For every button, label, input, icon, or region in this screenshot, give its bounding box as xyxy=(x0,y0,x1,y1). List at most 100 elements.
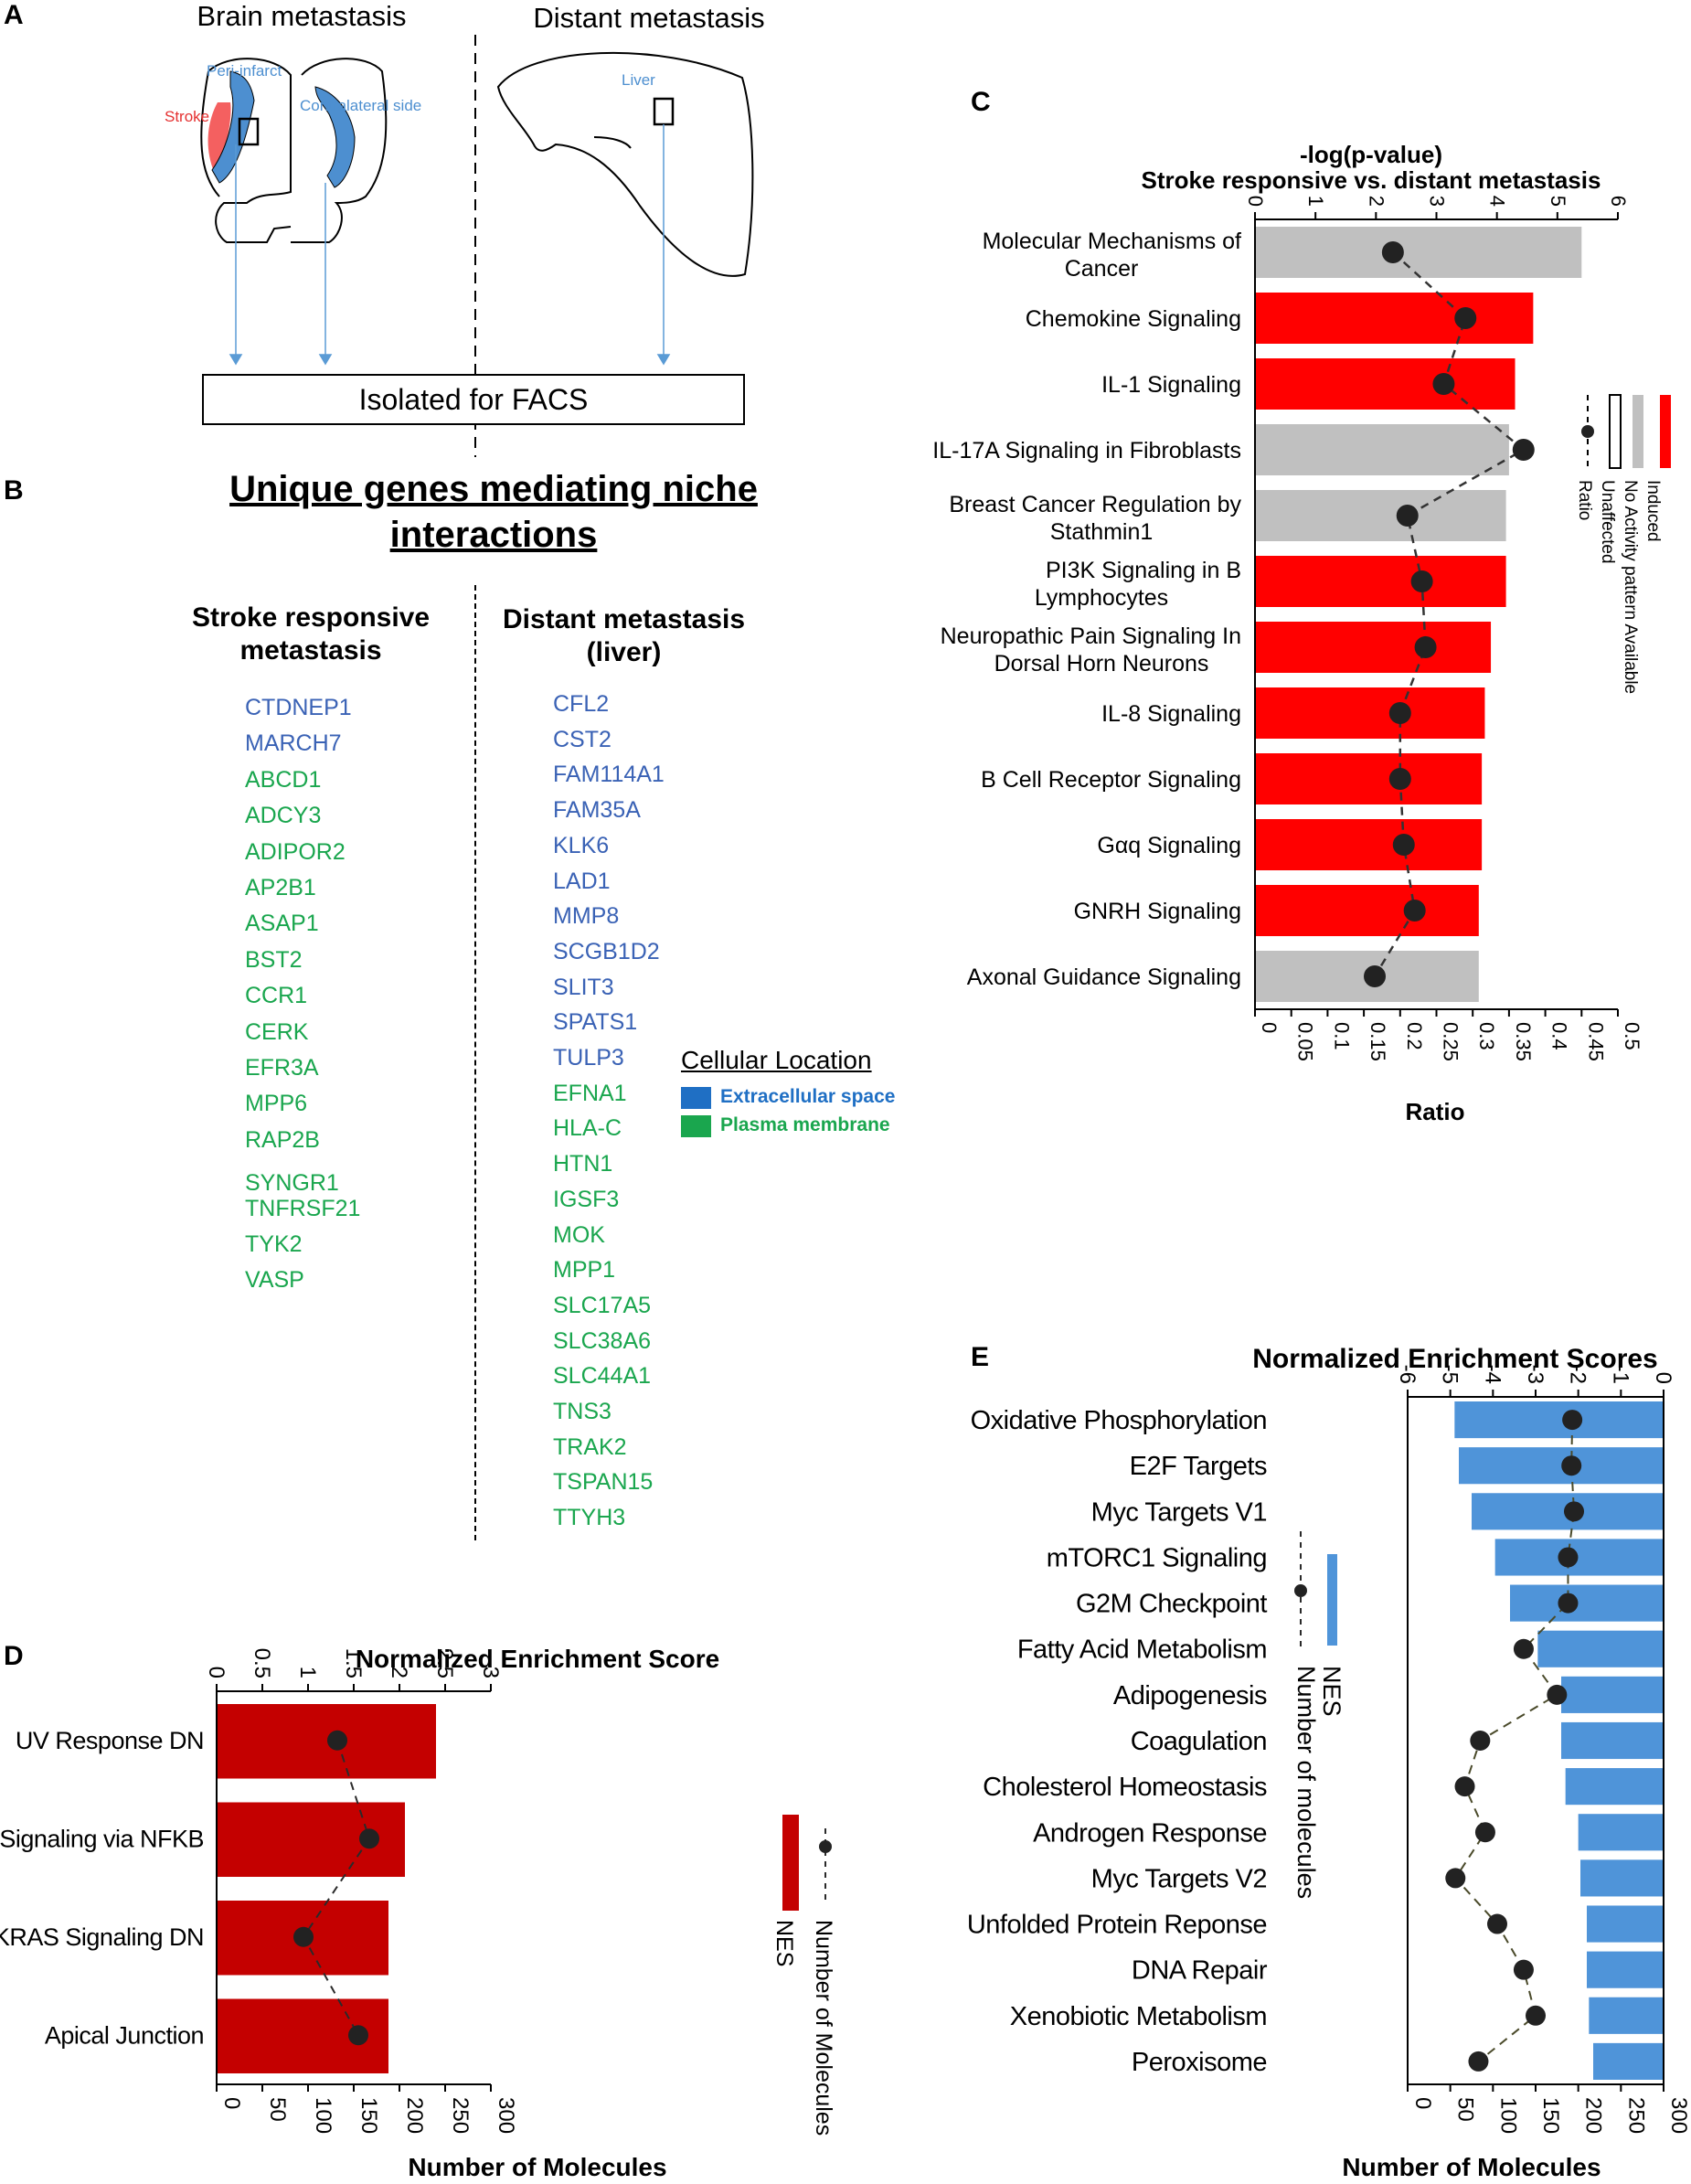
panel-c-chart: -log(p-value) Stroke responsive vs. dist… xyxy=(932,141,1671,1125)
molecules-point-3 xyxy=(1558,1547,1579,1568)
bar-6 xyxy=(1255,622,1492,673)
molecules-point-9 xyxy=(1474,1822,1495,1843)
category-label: Molecular Mechanisms of xyxy=(983,229,1241,254)
top-tick-label: -6 xyxy=(1395,1365,1420,1384)
top-tick-label: 3 xyxy=(1426,196,1449,207)
gene-mmp8: MMP8 xyxy=(553,903,620,929)
stroke-region xyxy=(207,102,231,174)
legend-molecules-label: Number of molecules xyxy=(1292,1666,1320,1899)
nes-bar-11 xyxy=(1587,1905,1664,1943)
bottom-tick-label: 0.2 xyxy=(1403,1022,1426,1050)
top-tick-label: 5 xyxy=(1547,196,1569,207)
gene-slc44a1: SLC44A1 xyxy=(553,1363,652,1389)
molecules-point-8 xyxy=(1454,1776,1475,1797)
category-label: Chemokine Signaling xyxy=(1026,306,1241,332)
bottom-tick-label: 50 xyxy=(265,2097,290,2122)
chart-c-legend: Induced No Activity pattern Available Un… xyxy=(1575,394,1671,694)
category-label: Androgen Response xyxy=(1033,1818,1267,1848)
legend-nes-swatch xyxy=(782,1815,799,1911)
legend-nes-label: NES xyxy=(1318,1666,1345,1717)
category-label: Xenobiotic Metabolism xyxy=(1010,2002,1267,2031)
ratio-point-9 xyxy=(1392,834,1415,856)
legend-induced-label: Induced xyxy=(1643,480,1663,542)
gene-cst2: CST2 xyxy=(553,727,612,752)
top-tick-label: 0 xyxy=(204,1667,229,1678)
nes-bar-0 xyxy=(1454,1401,1664,1439)
legend-noactivity-label: No Activity pattern Available xyxy=(1621,480,1640,694)
gene-adcy3: ADCY3 xyxy=(245,803,322,828)
nes-bar-3 xyxy=(1494,1539,1664,1576)
top-tick-label: 0.5 xyxy=(250,1648,274,1678)
bar-7 xyxy=(1255,687,1485,739)
legend-induced-swatch xyxy=(1660,395,1671,468)
gene-slc17a5: SLC17A5 xyxy=(553,1293,652,1318)
gene-lad1: LAD1 xyxy=(553,868,611,894)
molecules-point-6 xyxy=(1547,1684,1568,1705)
ratio-point-11 xyxy=(1364,965,1387,987)
molecules-line xyxy=(302,1740,371,2036)
bottom-tick-label: 250 xyxy=(448,2097,473,2134)
legend-unaffected-swatch xyxy=(1609,394,1622,469)
gene-march7: MARCH7 xyxy=(245,730,342,756)
liver-label: Liver xyxy=(622,71,655,89)
category-label: TNFA Signaling via NFKB xyxy=(0,1825,204,1852)
molecules-point-0 xyxy=(327,1730,347,1751)
nes-bar-7 xyxy=(1561,1721,1664,1760)
facs-label: Isolated for FACS xyxy=(359,383,589,416)
bar-8 xyxy=(1255,753,1483,804)
ratio-point-3 xyxy=(1512,439,1535,461)
top-tick-label: 3 xyxy=(478,1667,503,1678)
gene-slit3: SLIT3 xyxy=(553,975,614,1000)
bar-2 xyxy=(1255,358,1516,410)
category-label: Myc Targets V1 xyxy=(1091,1497,1267,1527)
gene-efr3a: EFR3A xyxy=(245,1055,319,1081)
gene-efna1: EFNA1 xyxy=(553,1081,627,1106)
legend-unaffected-label: Unaffected xyxy=(1598,480,1617,564)
extracellular-label: Extracellular space xyxy=(720,1086,896,1107)
bottom-tick-label: 200 xyxy=(1581,2097,1606,2134)
category-label: Fatty Acid Metabolism xyxy=(1017,1635,1267,1665)
ratio-point-7 xyxy=(1388,702,1411,724)
chart-d-legend: Number of Molecules NES xyxy=(771,1815,836,2136)
gene-asap1: ASAP1 xyxy=(245,911,319,936)
top-tick-label: 2 xyxy=(387,1667,411,1678)
gene-bst2: BST2 xyxy=(245,947,303,973)
chart-e-xlabel: Number of Molecules xyxy=(1342,2153,1601,2181)
nes-bar-1 xyxy=(1459,1447,1664,1485)
legend-molecules-dot xyxy=(819,1840,832,1853)
gene-vasp: VASP xyxy=(245,1267,304,1293)
nes-bar-6 xyxy=(1561,1676,1664,1713)
plasma-membrane-swatch xyxy=(681,1115,711,1137)
panel-b-title-line1: Unique genes mediating niche xyxy=(229,469,758,509)
molecules-point-1 xyxy=(359,1828,379,1849)
bar-5 xyxy=(1255,556,1506,607)
legend-ratio-label: Ratio xyxy=(1575,480,1594,520)
gene-tyk2: TYK2 xyxy=(245,1231,303,1257)
top-tick-label: 4 xyxy=(1486,196,1509,207)
bottom-tick-label: 0.3 xyxy=(1475,1022,1498,1050)
gene-tns3: TNS3 xyxy=(553,1399,612,1424)
category-label: PI3K Signaling in B xyxy=(1046,558,1241,583)
gene-adipor2: ADIPOR2 xyxy=(245,839,346,865)
panel-d-chart: Normalized Enrichment Score Number of Mo… xyxy=(0,1645,836,2181)
liver-heading-line2: (liver) xyxy=(586,637,662,667)
ratio-point-1 xyxy=(1454,307,1477,329)
category-label: Unfolded Protein Reponse xyxy=(967,1911,1267,1940)
ratio-point-6 xyxy=(1414,636,1437,658)
category-label: Cancer xyxy=(1065,256,1139,282)
category-label: KRAS Signaling DN xyxy=(0,1923,204,1951)
bottom-tick-label: 0.5 xyxy=(1621,1022,1643,1050)
panel-a-label: A xyxy=(4,0,24,30)
gene-fam114a1: FAM114A1 xyxy=(553,762,665,787)
ratio-point-2 xyxy=(1432,373,1455,395)
top-tick-label: 0 xyxy=(1651,1372,1675,1384)
brain-metastasis-title: Brain metastasis xyxy=(197,0,406,32)
ratio-point-4 xyxy=(1396,505,1419,527)
peri-infarct-label: Peri-infarct xyxy=(207,62,282,80)
chart-d-xlabel: Number of Molecules xyxy=(408,2153,666,2181)
gene-scgb1d2: SCGB1D2 xyxy=(553,939,660,964)
category-label: Apical Junction xyxy=(45,2021,204,2049)
molecules-point-2 xyxy=(293,1926,314,1947)
contralateral-label: Contralateral side xyxy=(300,97,421,114)
gene-ttyh3: TTYH3 xyxy=(553,1505,626,1530)
